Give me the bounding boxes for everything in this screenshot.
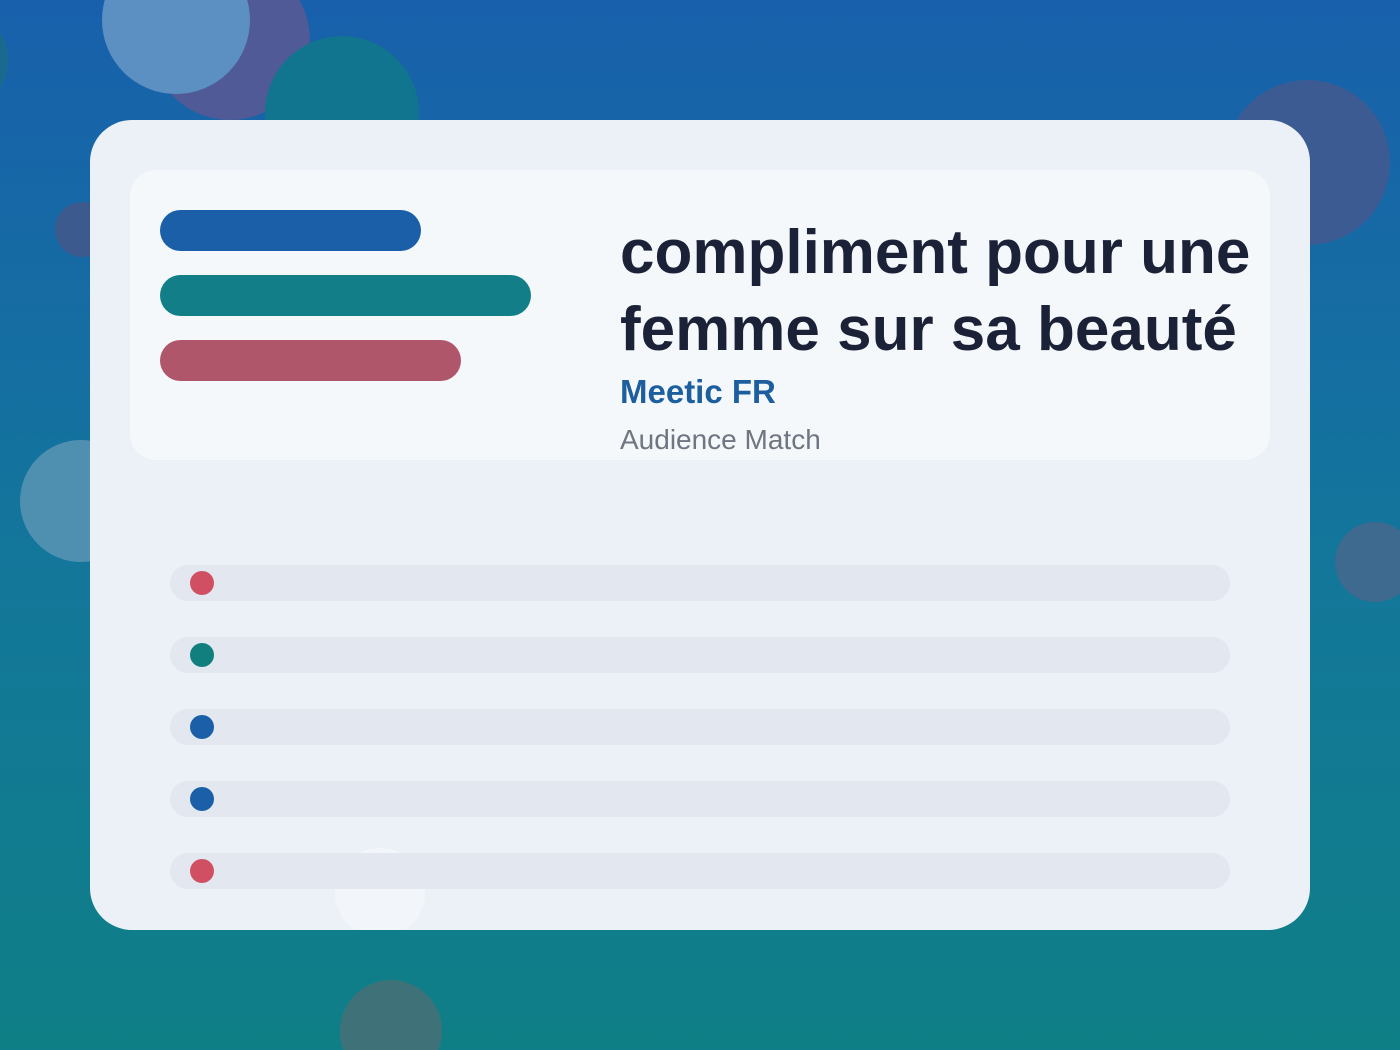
status-dot — [190, 571, 214, 595]
status-dot — [190, 715, 214, 739]
status-dot — [190, 859, 214, 883]
header-panel: compliment pour une femme sur sa beauté … — [130, 170, 1270, 460]
list-item — [170, 637, 1230, 673]
background-bubble — [340, 980, 442, 1050]
page-subtitle: Audience Match — [620, 424, 821, 455]
main-card: compliment pour une femme sur sa beauté … — [90, 120, 1310, 930]
page-title: compliment pour une femme sur sa beauté — [620, 218, 1251, 364]
list-item — [170, 565, 1230, 601]
brand-name: Meetic FR — [620, 373, 776, 410]
list-item — [170, 709, 1230, 745]
status-dot — [190, 787, 214, 811]
list-item — [170, 853, 1230, 889]
legend-bar-teal — [160, 275, 531, 316]
list-item — [170, 781, 1230, 817]
item-list — [170, 565, 1230, 925]
legend-bar-blue — [160, 210, 421, 251]
status-dot — [190, 643, 214, 667]
legend-bar-rose — [160, 340, 461, 381]
background-bubble — [0, 30, 8, 90]
background-bubble — [1335, 522, 1400, 602]
